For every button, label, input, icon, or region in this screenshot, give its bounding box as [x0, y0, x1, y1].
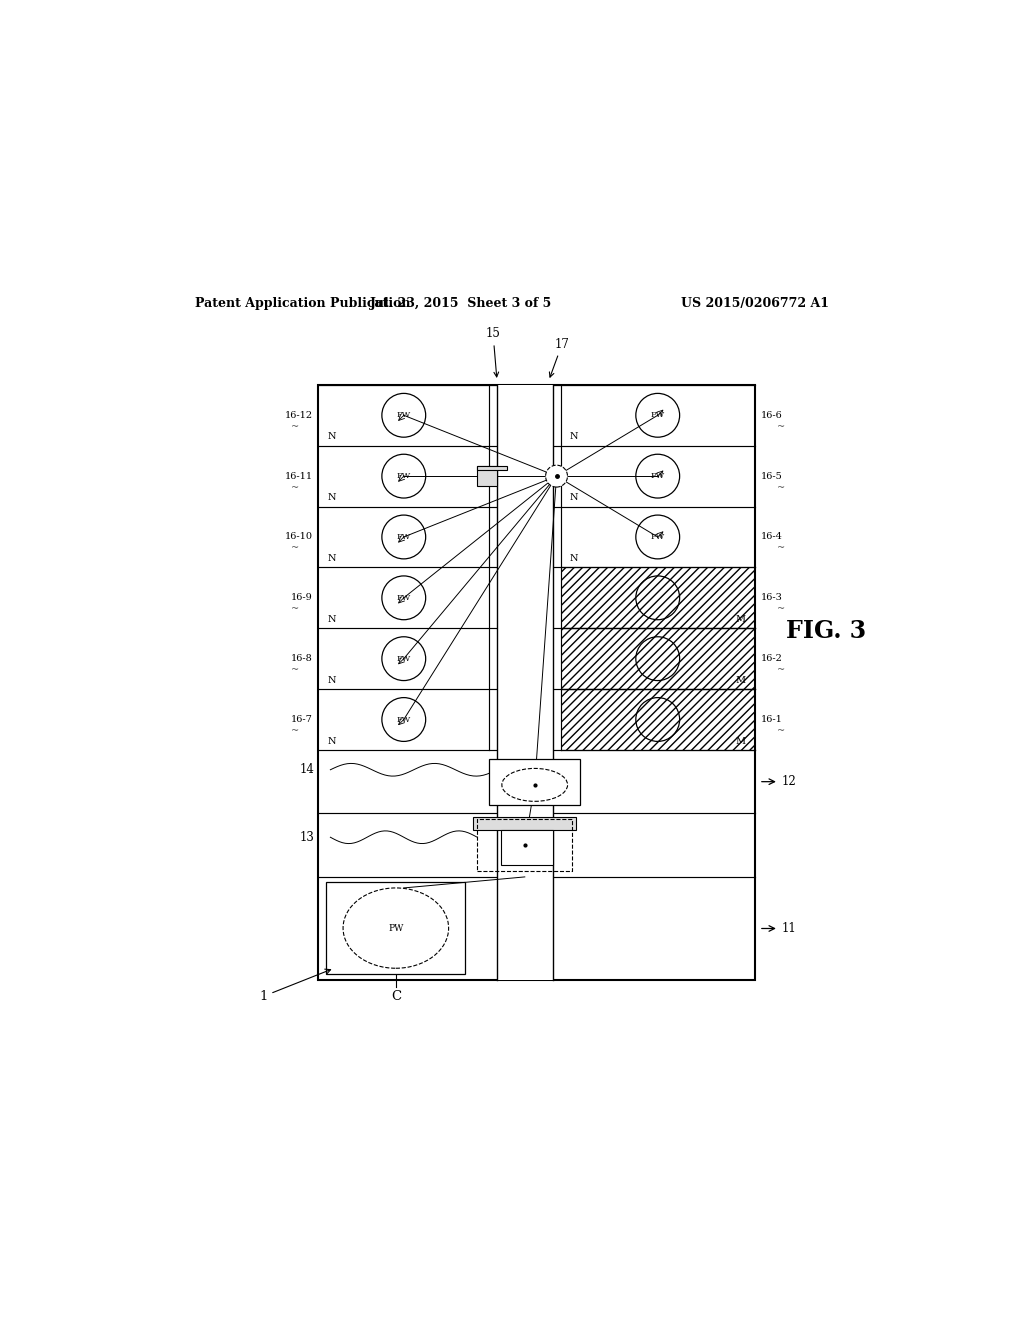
- Text: N: N: [328, 433, 337, 441]
- Text: 16-6: 16-6: [761, 411, 782, 420]
- Text: 16-4: 16-4: [761, 532, 782, 541]
- Bar: [477, 818, 572, 871]
- Text: 17: 17: [550, 338, 569, 378]
- Text: PW: PW: [388, 924, 403, 933]
- Circle shape: [636, 393, 680, 437]
- Circle shape: [382, 636, 426, 681]
- Text: ~: ~: [291, 544, 299, 553]
- Circle shape: [382, 515, 426, 558]
- Text: Patent Application Publication: Patent Application Publication: [196, 297, 411, 310]
- Text: PW: PW: [650, 412, 665, 420]
- Bar: [327, 883, 465, 974]
- Bar: [477, 466, 507, 470]
- Text: ~: ~: [777, 726, 785, 735]
- Text: 16-10: 16-10: [285, 532, 313, 541]
- Text: 1: 1: [259, 969, 331, 1003]
- Text: 14: 14: [300, 763, 314, 776]
- Text: ~: ~: [291, 665, 299, 675]
- Text: PW: PW: [650, 473, 665, 480]
- Text: ~: ~: [291, 605, 299, 614]
- Text: N: N: [570, 494, 579, 503]
- Text: N: N: [328, 615, 337, 624]
- Text: ~: ~: [291, 483, 299, 491]
- Text: M: M: [735, 737, 745, 746]
- Text: 13: 13: [300, 830, 314, 843]
- Circle shape: [382, 697, 426, 742]
- Bar: [318, 385, 755, 979]
- Text: 16-5: 16-5: [761, 471, 782, 480]
- Text: ~: ~: [291, 422, 299, 430]
- Text: Jul. 23, 2015  Sheet 3 of 5: Jul. 23, 2015 Sheet 3 of 5: [371, 297, 552, 310]
- Text: 16-8: 16-8: [291, 655, 313, 663]
- Text: ~: ~: [291, 726, 299, 735]
- Text: 11: 11: [781, 921, 796, 935]
- Text: C: C: [391, 990, 401, 1003]
- Text: PW: PW: [396, 473, 411, 480]
- Text: N: N: [570, 433, 579, 441]
- Text: PW: PW: [396, 533, 411, 541]
- Text: PW: PW: [650, 533, 665, 541]
- Circle shape: [636, 515, 680, 558]
- Text: 16-11: 16-11: [285, 471, 313, 480]
- Bar: [560, 568, 755, 628]
- Text: 16-1: 16-1: [761, 715, 782, 723]
- Bar: [497, 385, 553, 979]
- Circle shape: [382, 576, 426, 619]
- Text: ~: ~: [777, 483, 785, 491]
- Text: PW: PW: [396, 594, 411, 602]
- Text: ~: ~: [777, 605, 785, 614]
- Bar: [473, 817, 577, 830]
- Circle shape: [636, 454, 680, 498]
- Text: PW: PW: [396, 412, 411, 420]
- Text: N: N: [328, 676, 337, 685]
- Text: 16-9: 16-9: [291, 593, 313, 602]
- Bar: [560, 689, 755, 750]
- Text: ~: ~: [777, 544, 785, 553]
- Bar: [489, 759, 581, 804]
- Text: 16-2: 16-2: [761, 655, 782, 663]
- Text: M: M: [735, 676, 745, 685]
- Bar: [477, 466, 497, 486]
- Text: N: N: [570, 554, 579, 564]
- Text: N: N: [328, 494, 337, 503]
- Text: US 2015/0206772 A1: US 2015/0206772 A1: [681, 297, 829, 310]
- Text: FIG. 3: FIG. 3: [786, 619, 866, 643]
- Text: ~: ~: [777, 665, 785, 675]
- Circle shape: [382, 454, 426, 498]
- Circle shape: [546, 465, 567, 487]
- Text: ~: ~: [777, 422, 785, 430]
- Text: 15: 15: [485, 327, 501, 378]
- Ellipse shape: [343, 888, 449, 969]
- Bar: [501, 830, 553, 865]
- Text: PW: PW: [396, 715, 411, 723]
- Text: M: M: [735, 615, 745, 624]
- Text: 16-7: 16-7: [291, 715, 313, 723]
- Text: PW: PW: [396, 655, 411, 663]
- Circle shape: [382, 393, 426, 437]
- Text: 12: 12: [781, 775, 796, 788]
- Text: 16-3: 16-3: [761, 593, 782, 602]
- Text: 16-12: 16-12: [285, 411, 313, 420]
- Text: N: N: [328, 554, 337, 564]
- Text: N: N: [328, 737, 337, 746]
- Bar: [560, 628, 755, 689]
